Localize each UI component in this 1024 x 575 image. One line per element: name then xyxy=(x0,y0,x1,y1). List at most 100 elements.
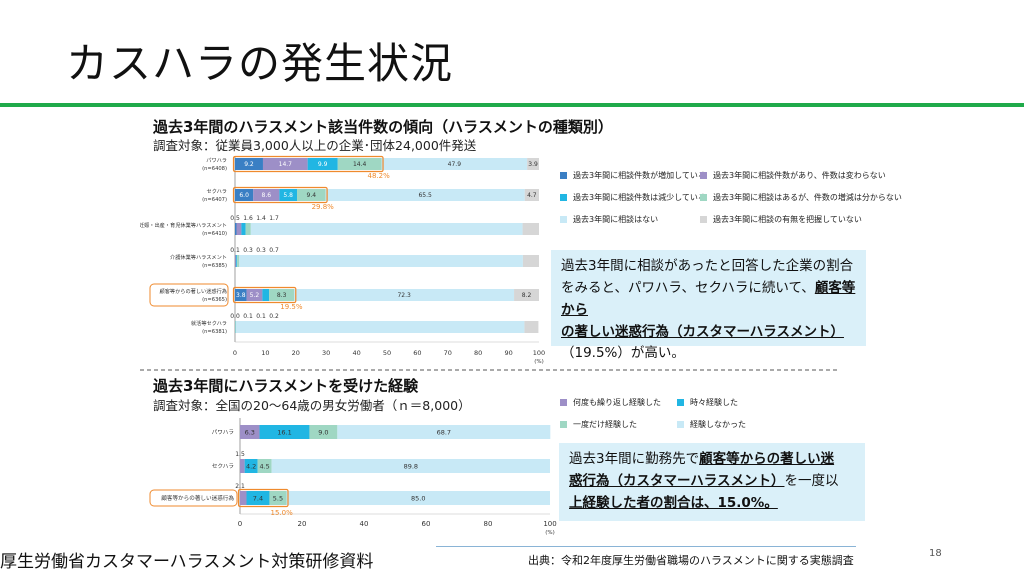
legend-label: 過去3年間に相談はない xyxy=(573,215,659,224)
legend-swatch xyxy=(700,172,707,179)
bar-segment xyxy=(235,321,525,333)
category-label: (n=6408) xyxy=(202,166,227,172)
bar-segment xyxy=(240,459,245,473)
bottom-chart-title: 過去3年間にハラスメントを受けた経験 xyxy=(153,377,419,395)
bar-value-label: 89.8 xyxy=(404,463,418,471)
section-divider xyxy=(140,369,840,371)
legend-swatch xyxy=(677,399,684,406)
bar-segment xyxy=(235,255,237,267)
legend-item-never: 経験しなかった xyxy=(677,419,746,430)
bar-value-label: 6.3 xyxy=(245,429,255,437)
bottom-callout-line3b: 15.0%。 xyxy=(717,494,778,511)
bar-segment xyxy=(245,223,251,235)
top-chart: 0 10 20 30 40 50 60 70 80 90 100 (%) パワハラ (n=6408) 9.2… xyxy=(140,155,545,365)
bar-segment xyxy=(246,491,270,505)
legend-label: 経験しなかった xyxy=(690,420,746,429)
bar-value-label: 2.1 xyxy=(235,483,245,490)
legend-label: 過去3年間に相談はあるが、件数の増減は分からない xyxy=(713,193,902,202)
bar-value-label: 9.2 xyxy=(244,161,254,168)
bar-segment xyxy=(286,491,550,505)
bar-value-label: 85.0 xyxy=(411,495,425,503)
category-highlight-frame xyxy=(149,283,229,307)
bar-segment xyxy=(241,223,246,235)
bottom-chart-subtitle: 調査対象：全国の20～64歳の男女労働者（ｎ＝8,000） xyxy=(153,398,471,413)
small-value-label: 1.7 xyxy=(269,215,279,222)
small-value-label: 1.4 xyxy=(256,215,266,222)
highlight-frame xyxy=(232,286,297,304)
highlight-frame xyxy=(237,488,289,508)
bar-value-label: 4.2 xyxy=(246,463,256,471)
page-number: 18 xyxy=(929,548,942,559)
category-label: パワハラ xyxy=(212,429,234,436)
source-note: 出典：令和2年度厚生労働省職場のハラスメントに関する実態調査 xyxy=(528,554,854,567)
small-value-label: 0.2 xyxy=(269,313,279,320)
top-callout-line3: の著しい迷惑行為（カスタマーハラスメント） xyxy=(561,323,844,340)
bar-segment xyxy=(262,289,270,301)
title-rule xyxy=(0,103,1024,107)
bar-segment xyxy=(381,158,528,170)
bottom-callout-line1a: 過去3年間に勤務先で xyxy=(569,451,700,467)
bar-segment xyxy=(235,158,263,170)
x-tick-label: 0 xyxy=(238,520,242,528)
bar-segment xyxy=(522,223,539,235)
footer-caption: 厚生労働省カスタマーハラスメント対策研修資料 xyxy=(0,552,374,572)
bar-segment xyxy=(259,425,310,439)
legend-item-increase: 過去3年間に相談件数が増加している xyxy=(560,170,706,181)
bar-value-label: 16.1 xyxy=(277,429,291,437)
legend-label: 過去3年間に相談件数が増加している xyxy=(573,171,706,180)
top-callout-line2a: をみると、パワハラ、セクハラに続いて、 xyxy=(561,279,815,296)
bar-value-label: 4.5 xyxy=(259,463,269,471)
bar-value-label: 14.7 xyxy=(279,161,293,168)
bar-value-label: 14.4 xyxy=(353,161,367,168)
legend-label: 時々経験した xyxy=(690,398,738,407)
bar-segment xyxy=(294,289,515,301)
top-callout-line1: 過去3年間に相談があったと回答した企業の割合 xyxy=(561,258,854,274)
bar-value-label: 7.4 xyxy=(253,495,263,503)
x-tick-label: 10 xyxy=(261,349,269,357)
x-tick-label: 40 xyxy=(352,349,360,357)
bottom-callout-line2a: 惑行為（カスタマーハラスメント） xyxy=(569,472,785,489)
legend-swatch xyxy=(560,216,567,223)
bar-value-label: 1.5 xyxy=(235,451,245,458)
bar-value-label: 68.7 xyxy=(437,429,451,437)
category-label: (n=6365) xyxy=(202,297,227,303)
bottom-chart: 0 20 40 60 80 100 (%) パワハラ 6.3 16.1 9.0 68.7 セクハラ1.5… xyxy=(149,418,557,536)
category-label: 顧客等からの著しい迷惑行為 xyxy=(160,287,227,295)
bar-value-label: 9.4 xyxy=(307,192,317,199)
legend-swatch xyxy=(560,421,567,428)
legend-item-same: 過去3年間に相談件数があり、件数は変わらない xyxy=(700,170,886,181)
small-value-label: 0.5 xyxy=(230,215,240,222)
top-callout-line4: （19.5%）が高い。 xyxy=(561,345,685,362)
bar-value-label: 9.0 xyxy=(318,429,328,437)
category-label: パワハラ xyxy=(206,157,227,164)
x-tick-label: 70 xyxy=(444,349,452,357)
category-label: (n=6385) xyxy=(202,263,227,269)
bar-value-label: 3.8 xyxy=(236,292,246,299)
category-label: 顧客等からの著しい迷惑行為 xyxy=(161,494,234,502)
small-value-label: 0.1 xyxy=(243,313,253,320)
bar-segment xyxy=(235,321,236,333)
bar-segment xyxy=(524,321,539,333)
total-share-label: 48.2% xyxy=(368,172,391,180)
bar-segment xyxy=(246,289,263,301)
bottom-callout-line2: 惑行為（カスタマーハラスメント）を一度以 xyxy=(569,471,855,493)
total-share-label: 15.0% xyxy=(271,509,294,517)
bottom-callout-line3: 上経験した者の割合は、15.0%。 xyxy=(569,493,855,515)
x-tick-label: 40 xyxy=(360,520,369,528)
x-unit-label: (%) xyxy=(534,359,544,365)
slide-title: カスハラの発生状況 xyxy=(66,39,454,88)
legend-item-repeated: 何度も繰り返し経験した xyxy=(560,397,661,408)
x-tick-label: 60 xyxy=(422,520,431,528)
category-label: 就活等セクハラ xyxy=(191,319,227,327)
bar-segment xyxy=(522,255,539,267)
bottom-callout-line2b: を一度以 xyxy=(784,472,839,489)
small-value-label: 1.6 xyxy=(243,215,253,222)
legend-swatch xyxy=(560,194,567,201)
bar-segment xyxy=(269,289,295,301)
category-label: (n=6407) xyxy=(202,197,227,203)
bar-segment xyxy=(309,425,338,439)
bottom-callout: 過去3年間に勤務先で顧客等からの著しい迷 惑行為（カスタマーハラスメント）を一度… xyxy=(559,443,865,521)
legend-swatch xyxy=(700,194,707,201)
legend-item-once: 一度だけ経験した xyxy=(560,419,637,430)
legend-swatch xyxy=(677,421,684,428)
